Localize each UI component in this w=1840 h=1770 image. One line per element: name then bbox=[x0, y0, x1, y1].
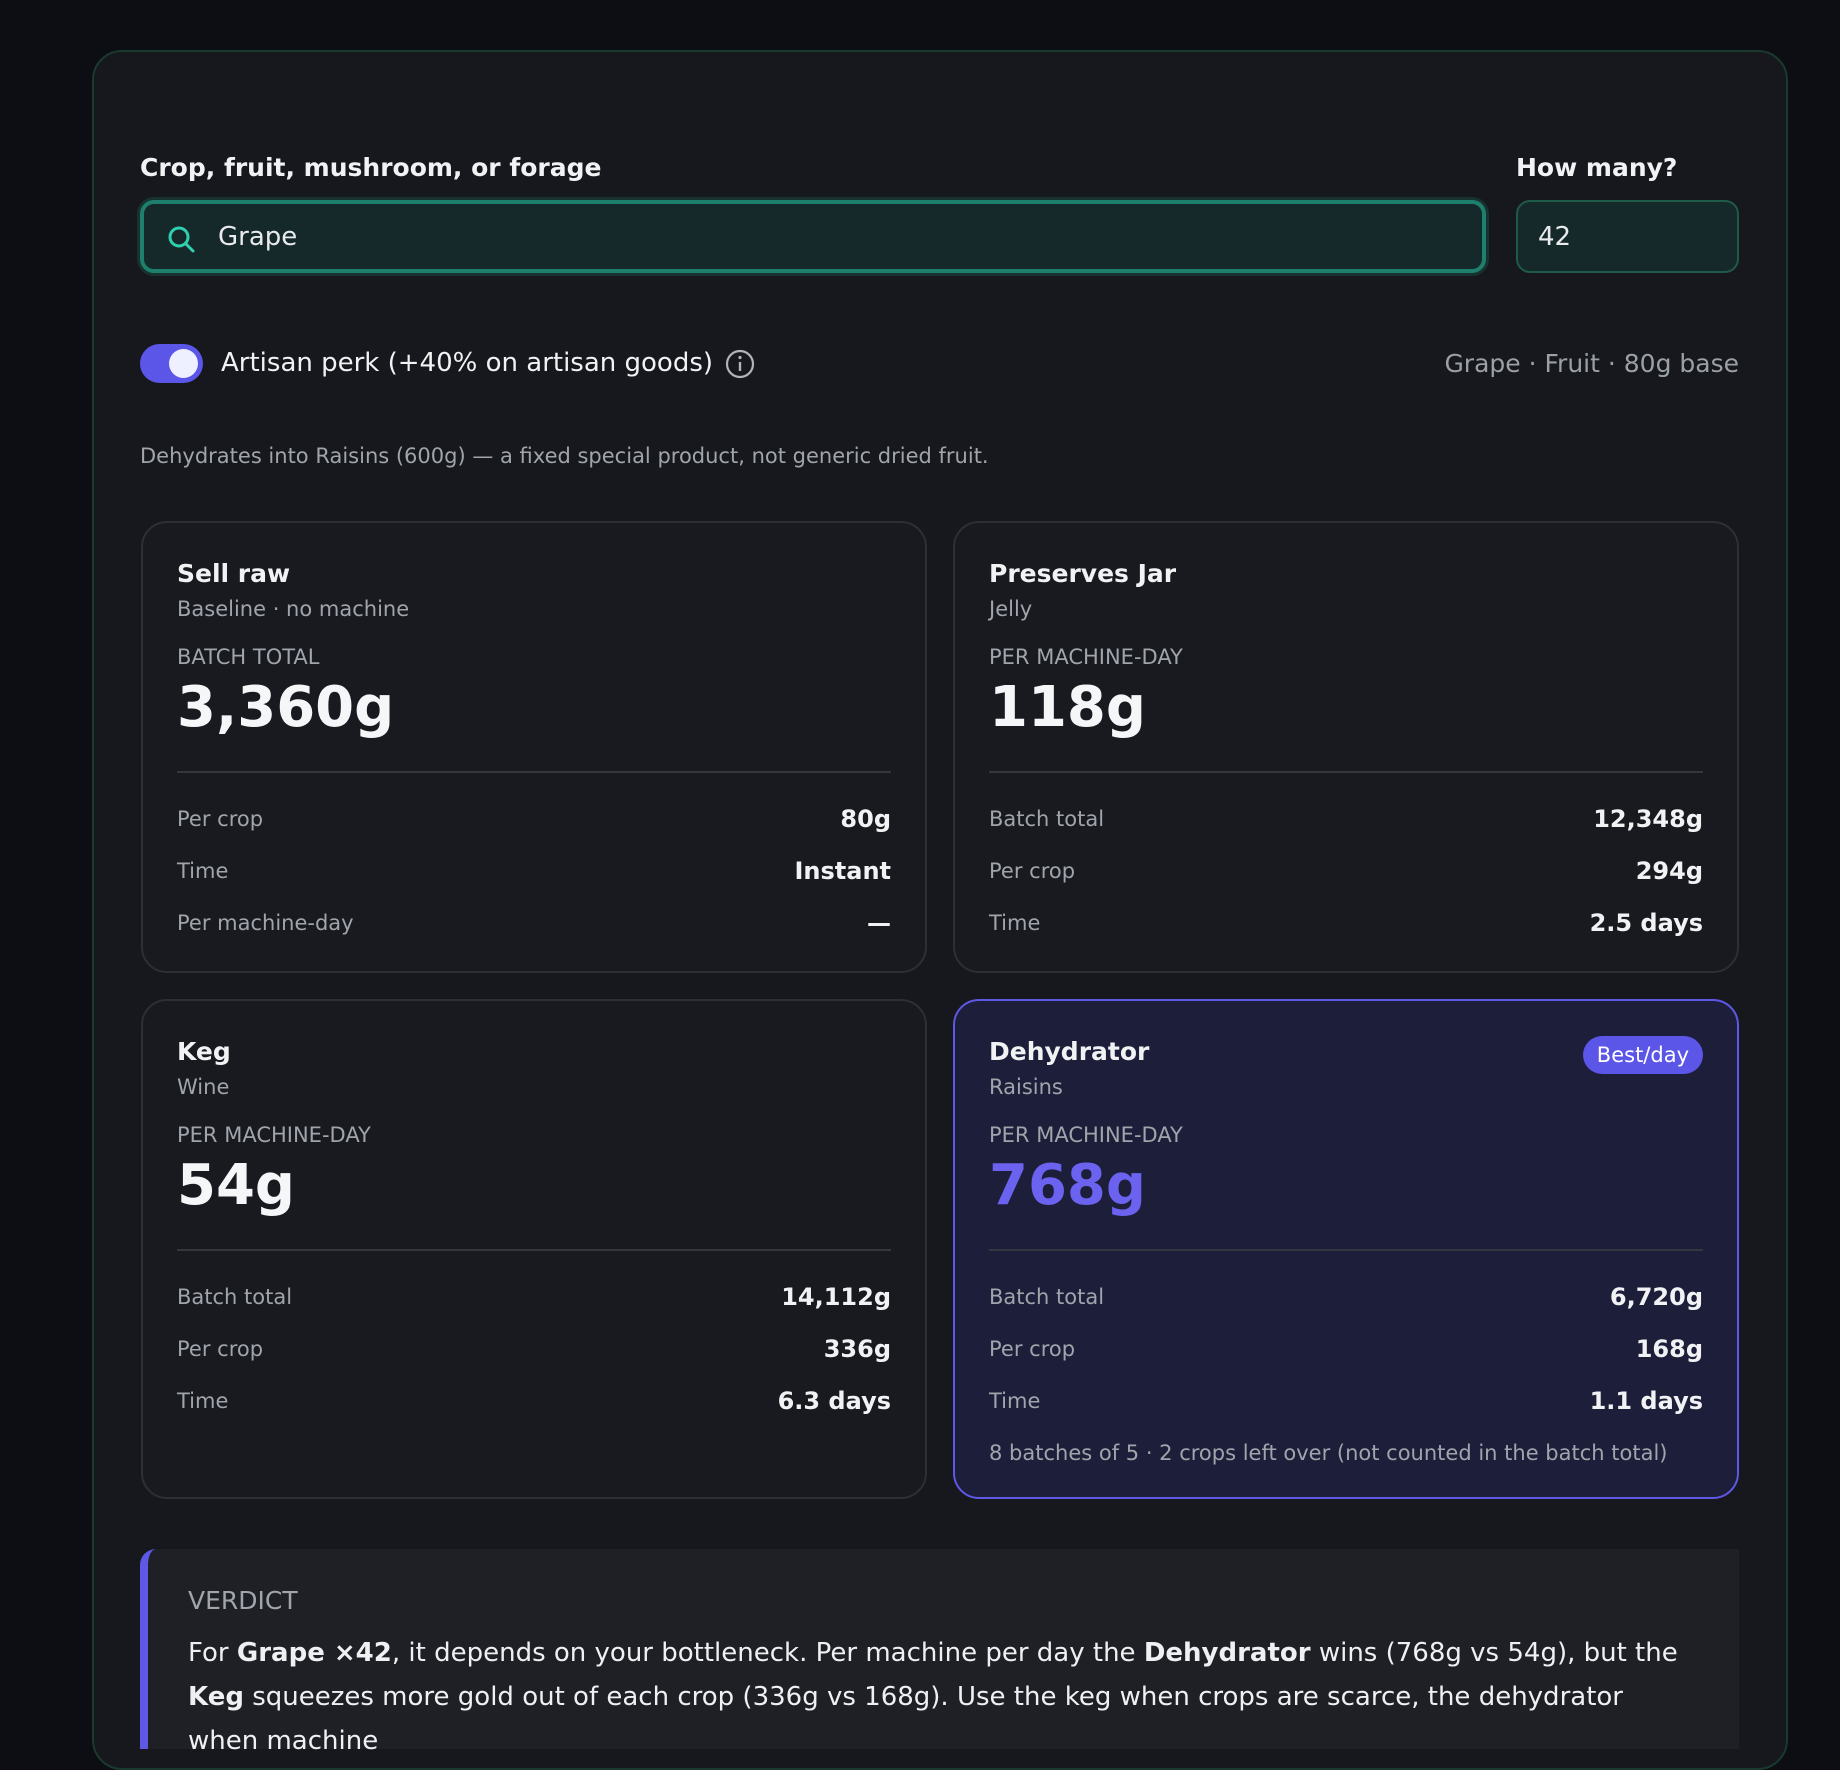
divider bbox=[177, 771, 891, 773]
stat-value: 12,348g bbox=[1593, 805, 1703, 833]
stat-label: Time bbox=[177, 1389, 229, 1413]
count-input[interactable]: 42 bbox=[1516, 200, 1739, 273]
card-subtitle: Baseline · no machine bbox=[177, 597, 410, 621]
stat-value: 6.3 days bbox=[777, 1387, 891, 1415]
divider bbox=[989, 1249, 1703, 1251]
stat-rows: Batch total 14,112g Per crop 336g Time 6.3 da… bbox=[177, 1271, 891, 1427]
info-icon[interactable] bbox=[724, 348, 756, 380]
metric-value: 3,360g bbox=[177, 675, 395, 740]
verdict-emphasis: Keg bbox=[188, 1682, 244, 1712]
metric-value: 54g bbox=[177, 1153, 296, 1218]
stat-row: Batch total 12,348g bbox=[989, 793, 1703, 845]
metric-value: 768g bbox=[989, 1153, 1146, 1218]
stat-rows: Batch total 12,348g Per crop 294g Time 2.5 da… bbox=[989, 793, 1703, 949]
toggle-knob bbox=[169, 349, 198, 378]
stat-row: Time Instant bbox=[177, 845, 891, 897]
stat-row: Per crop 80g bbox=[177, 793, 891, 845]
stat-row: Per crop 294g bbox=[989, 845, 1703, 897]
stat-label: Batch total bbox=[989, 1285, 1105, 1309]
item-info: Grape · Fruit · 80g base bbox=[1444, 349, 1739, 378]
card: Dehydrator Raisins Best/day PER MACHINE-DAY… bbox=[953, 999, 1739, 1499]
divider bbox=[989, 771, 1703, 773]
badge: Best/day bbox=[1582, 1036, 1703, 1074]
stat-value: 294g bbox=[1635, 857, 1703, 885]
metric-label: PER MACHINE-DAY bbox=[989, 1123, 1183, 1147]
perk-toggle[interactable] bbox=[140, 344, 203, 383]
stat-label: Per crop bbox=[989, 859, 1076, 883]
stat-label: Per machine-day bbox=[177, 911, 354, 935]
verdict-emphasis: Dehydrator bbox=[1143, 1638, 1311, 1668]
stat-label: Batch total bbox=[177, 1285, 293, 1309]
note: Dehydrates into Raisins (600g) — a fixed… bbox=[140, 444, 989, 468]
divider bbox=[177, 1249, 891, 1251]
verdict-segment: wins (768g vs 54g), but the bbox=[1310, 1638, 1678, 1668]
verdict-segment: squeezes more gold out of each crop (336… bbox=[188, 1682, 1623, 1756]
stat-row: Time 6.3 days bbox=[177, 1375, 891, 1427]
count-label: How many? bbox=[1516, 153, 1678, 182]
metric-label: BATCH TOTAL bbox=[177, 645, 320, 669]
card: Sell raw Baseline · no machine BATCH TOTAL… bbox=[141, 521, 927, 973]
stat-value: 80g bbox=[840, 805, 891, 833]
card-title: Preserves Jar bbox=[989, 559, 1177, 588]
metric-label: PER MACHINE-DAY bbox=[177, 1123, 371, 1147]
card-subtitle: Wine bbox=[177, 1075, 230, 1099]
crop-value: Grape bbox=[218, 221, 298, 252]
metric-label: PER MACHINE-DAY bbox=[989, 645, 1183, 669]
stat-label: Batch total bbox=[989, 807, 1105, 831]
card-title: Keg bbox=[177, 1037, 231, 1066]
stat-value: 14,112g bbox=[781, 1283, 891, 1311]
stat-value: — bbox=[867, 909, 891, 937]
stat-label: Per crop bbox=[989, 1337, 1076, 1361]
verdict: VERDICT For Grape ×42, it depends on you… bbox=[140, 1549, 1739, 1756]
stat-row: Per crop 336g bbox=[177, 1323, 891, 1375]
card-subtitle: Jelly bbox=[989, 597, 1033, 621]
stat-row: Time 1.1 days bbox=[989, 1375, 1703, 1427]
stat-rows: Per crop 80g Time Instant Per machine-day — bbox=[177, 793, 891, 949]
search-icon bbox=[168, 226, 195, 253]
stat-row: Time 2.5 days bbox=[989, 897, 1703, 949]
verdict-segment: For bbox=[188, 1638, 237, 1668]
stat-row: Per crop 168g bbox=[989, 1323, 1703, 1375]
stat-value: 168g bbox=[1635, 1335, 1703, 1363]
stat-value: Instant bbox=[794, 857, 891, 885]
stat-rows: Batch total 6,720g Per crop 168g Time 1.1 day… bbox=[989, 1271, 1703, 1427]
verdict-text: For Grape ×42, it depends on your bottle… bbox=[188, 1631, 1699, 1763]
footnote: 8 batches of 5 · 2 crops left over (not … bbox=[989, 1441, 1668, 1465]
count-value: 42 bbox=[1538, 221, 1572, 252]
stat-row: Batch total 6,720g bbox=[989, 1271, 1703, 1323]
stat-label: Time bbox=[989, 911, 1041, 935]
stat-row: Per machine-day — bbox=[177, 897, 891, 949]
stat-value: 1.1 days bbox=[1589, 1387, 1703, 1415]
stat-label: Per crop bbox=[177, 1337, 264, 1361]
stat-label: Time bbox=[989, 1389, 1041, 1413]
card-title: Dehydrator bbox=[989, 1037, 1150, 1066]
stat-value: 2.5 days bbox=[1589, 909, 1703, 937]
card: Keg Wine PER MACHINE-DAY 54g Batch total 14,1… bbox=[141, 999, 927, 1499]
verdict-emphasis: Grape ×42 bbox=[236, 1638, 392, 1668]
metric-value: 118g bbox=[989, 675, 1146, 740]
card-subtitle: Raisins bbox=[989, 1075, 1063, 1099]
crop-input[interactable]: Grape bbox=[140, 200, 1486, 273]
stat-row: Batch total 14,112g bbox=[177, 1271, 891, 1323]
verdict-segment: , it depends on your bottleneck. Per mac… bbox=[391, 1638, 1144, 1668]
card-title: Sell raw bbox=[177, 559, 291, 588]
crop-label: Crop, fruit, mushroom, or forage bbox=[140, 153, 602, 182]
stat-value: 6,720g bbox=[1609, 1283, 1703, 1311]
stat-label: Per crop bbox=[177, 807, 264, 831]
stat-value: 336g bbox=[823, 1335, 891, 1363]
stat-label: Time bbox=[177, 859, 229, 883]
perk-label: Artisan perk (+40% on artisan goods) bbox=[221, 348, 714, 378]
card: Preserves Jar Jelly PER MACHINE-DAY 118g Bat… bbox=[953, 521, 1739, 973]
page: {"form": {"crop_label": "Crop, fruit, mu… bbox=[92, 50, 1788, 1770]
verdict-heading: VERDICT bbox=[188, 1586, 298, 1615]
